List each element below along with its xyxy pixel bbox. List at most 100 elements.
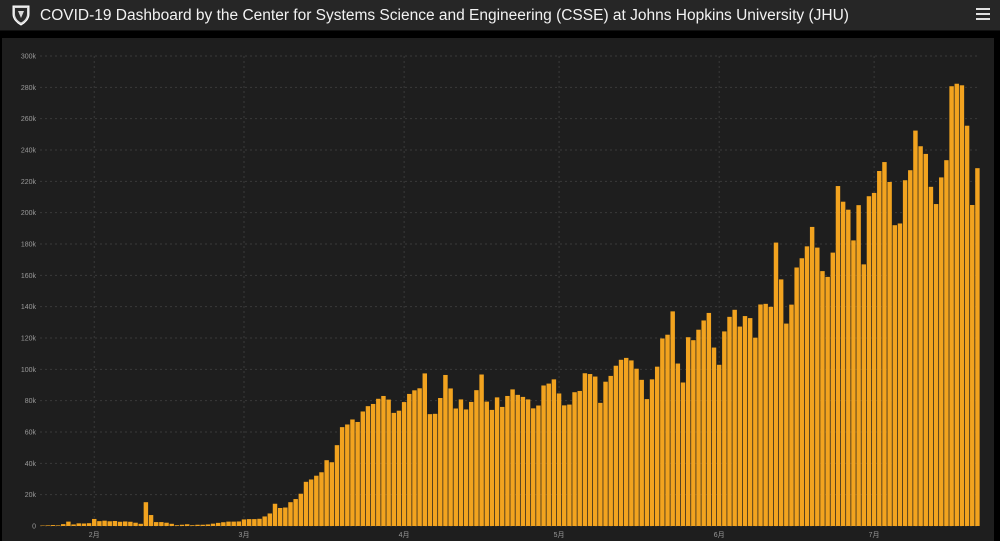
daily-cases-bar <box>608 375 613 526</box>
daily-cases-bar <box>102 520 107 526</box>
daily-cases-bar <box>944 160 949 526</box>
daily-cases-bar <box>453 408 458 526</box>
dashboard-title: COVID-19 Dashboard by the Center for Sys… <box>40 7 849 24</box>
daily-cases-bar <box>262 516 267 526</box>
daily-cases-bar <box>670 311 675 526</box>
daily-cases-bar <box>272 503 278 526</box>
daily-cases-bar <box>815 247 820 526</box>
daily-cases-bar <box>809 226 815 526</box>
daily-cases-bar <box>598 402 603 526</box>
daily-cases-bar <box>629 360 634 526</box>
daily-cases-bar <box>396 410 402 526</box>
daily-cases-bar <box>603 381 608 526</box>
y-tick-label: 100k <box>21 367 37 374</box>
daily-cases-bar <box>675 363 681 526</box>
daily-cases-bar <box>892 225 898 526</box>
daily-cases-bar <box>846 209 851 526</box>
daily-cases-bar <box>954 83 959 527</box>
daily-cases-bar <box>567 404 572 526</box>
daily-cases-bar <box>148 515 154 526</box>
daily-cases-bar <box>964 125 970 526</box>
daily-cases-bar <box>830 252 836 526</box>
daily-cases-bar <box>665 334 670 526</box>
daily-cases-bar <box>81 523 87 526</box>
y-tick-label: 0 <box>32 524 36 531</box>
daily-cases-bar <box>959 85 965 526</box>
x-tick-label: 2月 <box>89 531 100 539</box>
daily-cases-bar <box>112 520 118 526</box>
daily-cases-bar <box>840 201 846 526</box>
y-tick-label: 140k <box>21 304 37 311</box>
daily-cases-bar <box>386 399 391 526</box>
daily-cases-bar <box>438 398 443 526</box>
daily-cases-bar <box>551 379 557 526</box>
daily-cases-bar <box>303 481 309 526</box>
daily-cases-bar <box>866 196 872 526</box>
daily-cases-bar <box>778 279 784 526</box>
daily-cases-bar <box>221 522 226 526</box>
daily-cases-bar <box>412 390 417 526</box>
daily-cases-bar <box>376 398 381 526</box>
daily-cases-bar <box>618 359 624 526</box>
daily-cases-bar <box>329 462 335 526</box>
daily-cases-bar <box>458 399 464 526</box>
daily-cases-bar <box>525 399 531 526</box>
daily-cases-bar <box>753 337 758 526</box>
daily-cases-bar <box>861 264 867 526</box>
daily-cases-bar <box>592 376 598 526</box>
daily-cases-bar <box>758 304 763 526</box>
daily-cases-bar <box>897 223 903 526</box>
daily-cases-bar-chart: 0 20k 40k 60k 80k 100k 120k 140k 160k 180k 200k 220… <box>21 54 980 539</box>
daily-cases-bar <box>159 522 164 526</box>
daily-cases-bar <box>61 524 66 526</box>
daily-cases-bar <box>784 323 789 526</box>
daily-cases-bar <box>50 525 56 526</box>
daily-cases-bar <box>298 493 304 526</box>
daily-cases-bar <box>205 524 211 526</box>
jhu-shield-icon <box>12 5 30 26</box>
daily-cases-bar <box>634 368 639 526</box>
y-tick-label: 80k <box>25 398 37 405</box>
daily-cases-bar <box>417 388 422 526</box>
daily-cases-bar <box>515 394 520 526</box>
daily-cases-bar <box>422 373 428 526</box>
daily-cases-bar <box>768 306 774 526</box>
daily-cases-bar <box>66 521 71 526</box>
daily-cases-bar <box>308 479 314 526</box>
daily-cases-bar <box>427 414 433 526</box>
x-tick-label: 6月 <box>714 531 725 539</box>
daily-cases-bar <box>133 522 138 526</box>
daily-cases-bar <box>577 390 582 526</box>
daily-cases-bar <box>200 524 205 526</box>
daily-cases-bar <box>107 521 112 526</box>
daily-cases-bar <box>649 379 655 526</box>
daily-cases-bar <box>820 271 825 526</box>
daily-cases-bar <box>639 379 644 526</box>
daily-cases-bar <box>701 320 706 526</box>
daily-cases-bar <box>241 519 247 526</box>
y-tick-label: 40k <box>25 461 37 468</box>
daily-cases-bar <box>97 521 102 526</box>
daily-cases-bar <box>314 475 319 526</box>
daily-cases-bar <box>680 382 686 526</box>
daily-cases-bar <box>345 424 350 526</box>
daily-cases-bar <box>882 162 887 526</box>
daily-cases-bar <box>799 258 805 526</box>
daily-cases-bar <box>742 316 748 526</box>
daily-cases-bar <box>319 472 324 526</box>
daily-cases-bar <box>370 403 376 526</box>
y-tick-label: 20k <box>25 492 37 499</box>
daily-cases-bar <box>474 390 479 526</box>
daily-cases-bar <box>685 337 691 526</box>
daily-cases-bar <box>153 522 159 526</box>
daily-cases-bar <box>623 357 629 526</box>
hamburger-menu-icon[interactable] <box>974 5 992 25</box>
daily-cases-bar <box>716 364 722 526</box>
daily-cases-bar <box>45 525 50 526</box>
daily-cases-bar <box>169 523 174 526</box>
daily-cases-bar <box>122 521 128 526</box>
daily-cases-bar <box>908 170 913 526</box>
daily-cases-bar <box>711 347 717 526</box>
daily-cases-bar <box>913 130 918 526</box>
daily-cases-bar <box>391 412 397 526</box>
